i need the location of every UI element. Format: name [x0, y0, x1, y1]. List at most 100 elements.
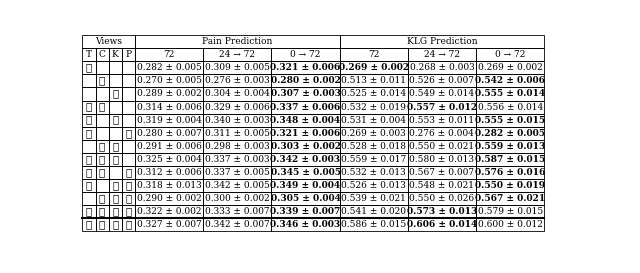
Text: 0.550 ± 0.026: 0.550 ± 0.026 — [410, 194, 474, 203]
Bar — [95, 48, 109, 61]
Text: ✓: ✓ — [99, 194, 105, 203]
Text: 0.269 ± 0.002: 0.269 ± 0.002 — [339, 63, 409, 72]
Bar — [204, 74, 271, 87]
Bar — [135, 48, 204, 61]
Text: 0 → 72: 0 → 72 — [495, 50, 525, 59]
Bar — [122, 166, 135, 179]
Bar — [109, 179, 122, 192]
Text: ✓: ✓ — [112, 142, 118, 151]
Text: ✓: ✓ — [99, 76, 105, 85]
Text: ✓: ✓ — [125, 168, 132, 177]
Text: 0.300 ± 0.002: 0.300 ± 0.002 — [205, 194, 269, 203]
Text: 0.312 ± 0.006: 0.312 ± 0.006 — [137, 168, 202, 177]
Text: ✓: ✓ — [112, 155, 118, 164]
Text: 0.321 ± 0.006: 0.321 ± 0.006 — [270, 63, 340, 72]
Text: 0.580 ± 0.013: 0.580 ± 0.013 — [410, 155, 474, 164]
Text: ✓: ✓ — [112, 220, 118, 229]
Bar — [408, 218, 476, 232]
Text: 0.600 ± 0.012: 0.600 ± 0.012 — [477, 220, 543, 229]
Text: P: P — [125, 50, 131, 59]
Text: 0.269 ± 0.003: 0.269 ± 0.003 — [341, 129, 406, 138]
Bar — [340, 140, 408, 153]
Text: 0.329 ± 0.006: 0.329 ± 0.006 — [205, 103, 269, 112]
Bar — [340, 166, 408, 179]
Bar — [408, 87, 476, 100]
Text: 0.555 ± 0.015: 0.555 ± 0.015 — [475, 116, 545, 125]
Bar — [271, 140, 340, 153]
Text: ✓: ✓ — [125, 129, 132, 138]
Bar — [476, 127, 544, 140]
Text: C: C — [99, 50, 106, 59]
Text: 0.268 ± 0.003: 0.268 ± 0.003 — [410, 63, 474, 72]
Bar — [83, 114, 95, 127]
Bar — [83, 218, 95, 232]
Bar — [95, 205, 109, 218]
Text: 0.304 ± 0.004: 0.304 ± 0.004 — [205, 90, 270, 99]
Text: ✓: ✓ — [112, 207, 118, 216]
Bar — [271, 179, 340, 192]
Bar — [83, 205, 95, 218]
Bar — [271, 192, 340, 205]
Bar — [408, 166, 476, 179]
Text: 0.542 ± 0.006: 0.542 ± 0.006 — [475, 76, 545, 85]
Bar — [122, 127, 135, 140]
Text: 0.557 ± 0.012: 0.557 ± 0.012 — [407, 103, 477, 112]
Bar — [340, 100, 408, 114]
Bar — [83, 61, 95, 74]
Bar — [476, 205, 544, 218]
Bar — [408, 100, 476, 114]
Text: ✓: ✓ — [86, 168, 92, 177]
Text: 0.314 ± 0.006: 0.314 ± 0.006 — [137, 103, 202, 112]
Text: ✓: ✓ — [112, 181, 118, 190]
Bar — [109, 192, 122, 205]
Text: 0.550 ± 0.019: 0.550 ± 0.019 — [475, 181, 545, 190]
Bar — [122, 100, 135, 114]
Text: 0.339 ± 0.007: 0.339 ± 0.007 — [270, 207, 340, 216]
Text: 0.270 ± 0.005: 0.270 ± 0.005 — [136, 76, 202, 85]
Bar — [271, 87, 340, 100]
Bar — [340, 218, 408, 232]
Text: ✓: ✓ — [99, 155, 105, 164]
Bar — [109, 218, 122, 232]
Bar — [122, 74, 135, 87]
Bar — [476, 179, 544, 192]
Text: ✓: ✓ — [99, 168, 105, 177]
Bar — [204, 114, 271, 127]
Bar — [340, 87, 408, 100]
Bar — [476, 153, 544, 166]
Text: 0.311 ± 0.005: 0.311 ± 0.005 — [205, 129, 270, 138]
Bar — [476, 48, 544, 61]
Bar — [204, 87, 271, 100]
Text: ✓: ✓ — [112, 90, 118, 99]
Text: 0.579 ± 0.015: 0.579 ± 0.015 — [477, 207, 543, 216]
Bar — [109, 87, 122, 100]
Bar — [271, 153, 340, 166]
Bar — [122, 61, 135, 74]
Bar — [408, 179, 476, 192]
Text: ✓: ✓ — [125, 220, 132, 229]
Text: 0.291 ± 0.006: 0.291 ± 0.006 — [137, 142, 202, 151]
Bar — [109, 140, 122, 153]
Bar — [204, 100, 271, 114]
Bar — [476, 100, 544, 114]
Text: 0.269 ± 0.002: 0.269 ± 0.002 — [477, 63, 543, 72]
Bar — [271, 127, 340, 140]
Text: 0.276 ± 0.003: 0.276 ± 0.003 — [205, 76, 269, 85]
Text: ✓: ✓ — [99, 142, 105, 151]
Bar — [95, 100, 109, 114]
Bar — [135, 153, 204, 166]
Bar — [135, 100, 204, 114]
Text: 0.586 ± 0.015: 0.586 ± 0.015 — [341, 220, 406, 229]
Text: 0.337 ± 0.006: 0.337 ± 0.006 — [270, 103, 340, 112]
Text: 0.345 ± 0.005: 0.345 ± 0.005 — [271, 168, 340, 177]
Bar — [204, 48, 271, 61]
Bar — [109, 166, 122, 179]
Bar — [83, 87, 95, 100]
Text: 0.318 ± 0.013: 0.318 ± 0.013 — [137, 181, 202, 190]
Bar — [122, 179, 135, 192]
Text: 0.298 ± 0.003: 0.298 ± 0.003 — [205, 142, 269, 151]
Bar — [135, 61, 204, 74]
Text: 0.525 ± 0.014: 0.525 ± 0.014 — [341, 90, 406, 99]
Bar — [340, 48, 408, 61]
Text: 0.587 ± 0.015: 0.587 ± 0.015 — [475, 155, 545, 164]
